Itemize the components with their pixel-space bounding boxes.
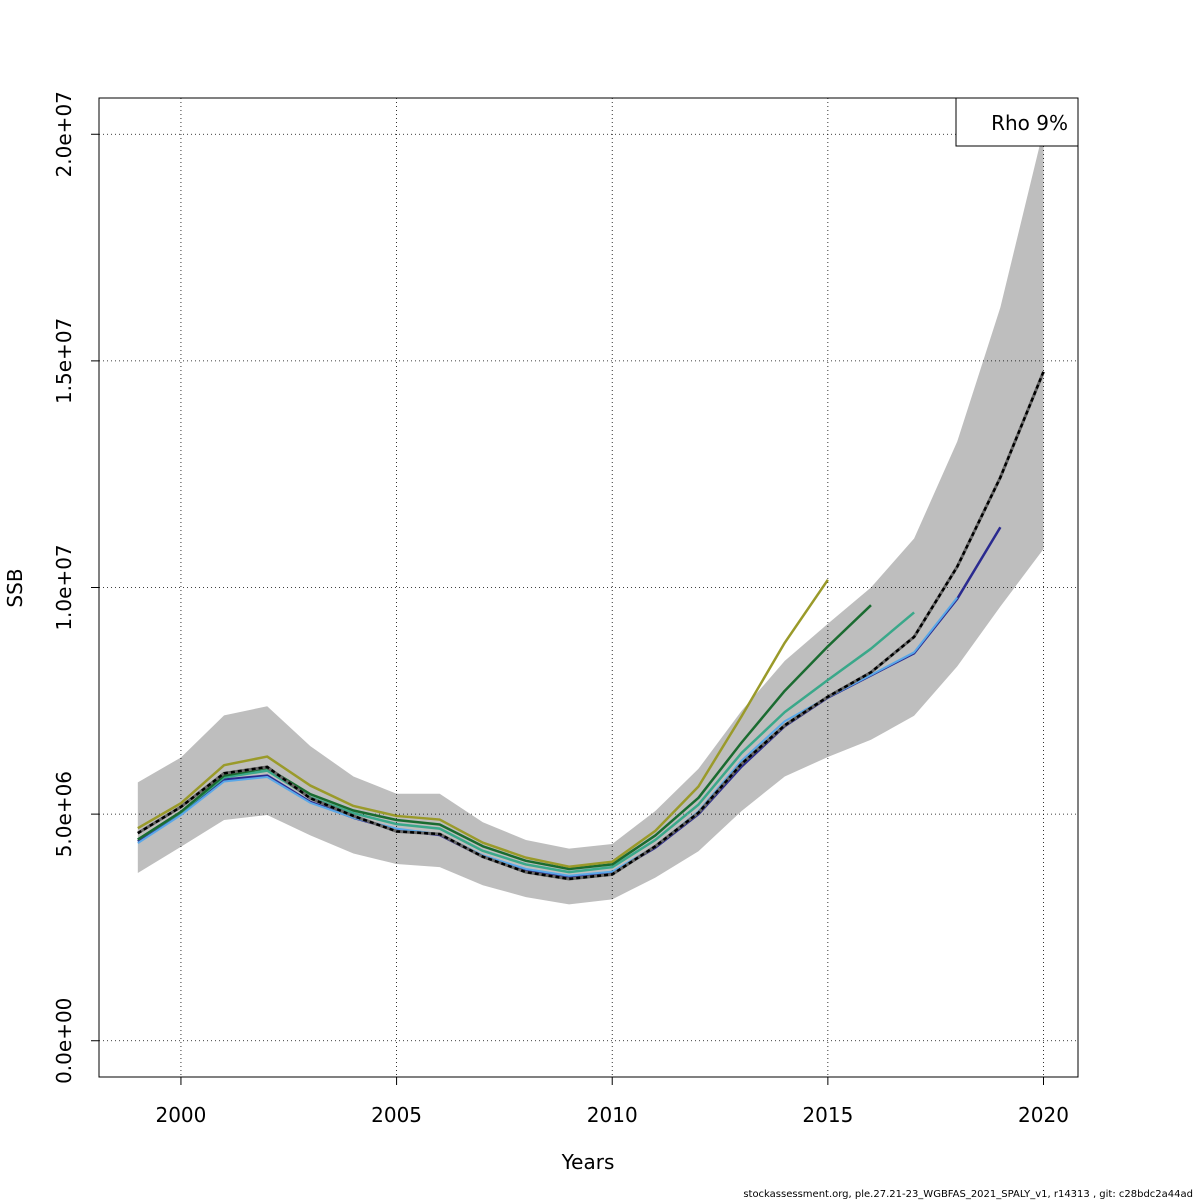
legend-box (955, 97, 1079, 147)
legend: Rho 9% (955, 97, 1079, 147)
confidence-band (137, 129, 1044, 905)
series-line-peel-3 (137, 611, 915, 874)
y-tick-label: 0.0e+00 (52, 998, 76, 1084)
legend-text: Rho 9% (991, 111, 1068, 135)
x-tick-label: 2015 (802, 1103, 853, 1127)
y-axis: 0.0e+00 5.0e+06 1.0e+07 1.5e+07 2.0e+07 (52, 91, 99, 1084)
confidence-band-layer (137, 129, 1044, 905)
x-tick-label: 2000 (155, 1103, 206, 1127)
y-tick-label: 1.5e+07 (52, 318, 76, 404)
y-axis-title: SSB (3, 568, 27, 607)
x-tick-label: 2005 (371, 1103, 422, 1127)
x-tick-label: 2010 (587, 1103, 638, 1127)
y-tick-label: 2.0e+07 (52, 91, 76, 177)
series-layer (137, 371, 1045, 881)
x-axis-title: Years (561, 1150, 615, 1174)
y-tick-label: 1.0e+07 (52, 544, 76, 630)
footer-note: stockassessment.org, ple.27.21-23_WGBFAS… (743, 1189, 1193, 1200)
series-line-peel-5 (137, 579, 829, 868)
y-tick-label: 5.0e+06 (52, 771, 76, 857)
series-line-full-estimate (137, 371, 1045, 881)
grid-layer (99, 98, 1078, 1077)
x-tick-label: 2020 (1018, 1103, 1069, 1127)
x-axis: 2000 2005 2010 2015 2020 (155, 1077, 1069, 1127)
